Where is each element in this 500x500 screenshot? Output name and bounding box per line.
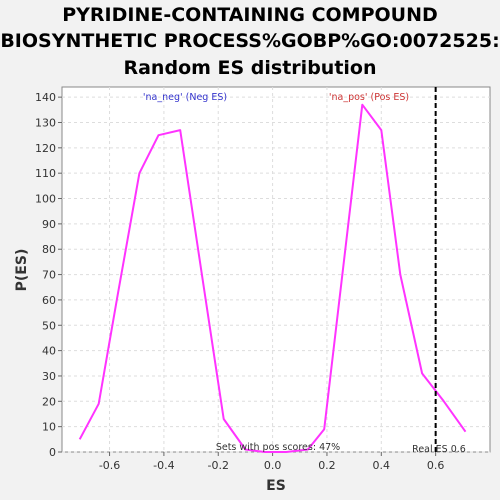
- pos-es-label: 'na_pos' (Pos ES): [329, 92, 409, 103]
- x-tick-label: 0.4: [373, 459, 391, 472]
- y-tick-label: 100: [35, 193, 56, 206]
- series-line: [78, 103, 467, 453]
- chart-title-line-3: Random ES distribution: [123, 57, 376, 79]
- plot-area: [61, 86, 491, 453]
- x-tick-label: -0.6: [99, 459, 120, 472]
- y-tick-label: 50: [42, 319, 56, 332]
- y-tick-label: 110: [35, 167, 56, 180]
- y-tick-label: 120: [35, 142, 56, 155]
- x-tick-label: 0.6: [427, 459, 445, 472]
- y-tick-label: 140: [35, 91, 56, 104]
- x-tick-label: 0.2: [318, 459, 336, 472]
- y-tick-label: 10: [42, 421, 56, 434]
- y-tick-label: 0: [49, 446, 56, 459]
- y-tick-label: 130: [35, 116, 56, 129]
- grid-lines: [62, 87, 490, 453]
- x-axis-label: ES: [266, 478, 286, 494]
- chart-title-line-2: BIOSYNTHETIC PROCESS%GOBP%GO:0072525:: [0, 30, 499, 52]
- y-axis-label: P(ES): [14, 249, 30, 292]
- y-tick-label: 40: [42, 345, 56, 358]
- series-lines: [78, 103, 467, 453]
- y-tick-label: 90: [42, 218, 56, 231]
- y-tick-label: 20: [42, 395, 56, 408]
- axis-ticks: -0.6 -0.4 -0.2 0.0 0.2 0.4 0.6 0 10 20 30 40 50 60 70 8…: [35, 91, 444, 472]
- y-tick-label: 70: [42, 269, 56, 282]
- x-tick-label: -0.2: [208, 459, 229, 472]
- pos-scores-label: Sets with pos scores: 47%: [216, 442, 340, 453]
- chart-title-line-1: PYRIDINE-CONTAINING COMPOUND: [62, 4, 438, 26]
- y-tick-label: 30: [42, 370, 56, 383]
- neg-es-label: 'na_neg' (Neg ES): [143, 92, 227, 103]
- y-tick-label: 80: [42, 243, 56, 256]
- x-tick-label: -0.4: [153, 459, 174, 472]
- x-tick-label: 0.0: [264, 459, 282, 472]
- real-es-label: Real ES 0.6: [412, 444, 466, 455]
- y-tick-label: 60: [42, 294, 56, 307]
